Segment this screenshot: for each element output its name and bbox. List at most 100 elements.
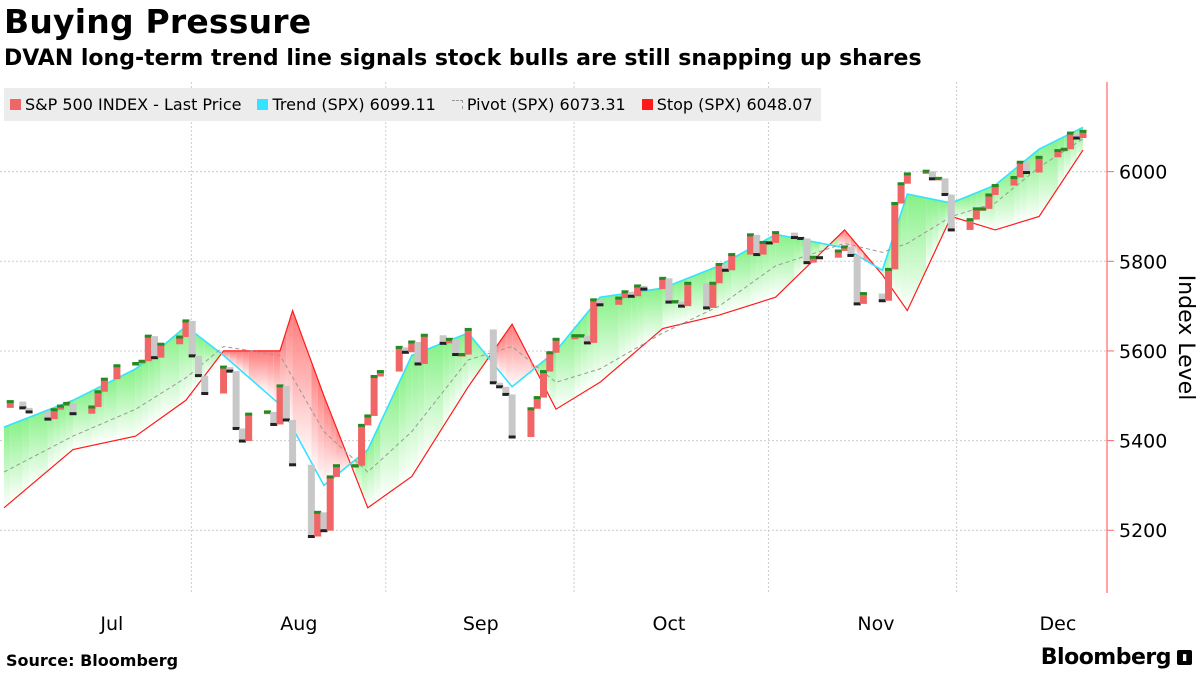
stop-swatch-icon (641, 99, 653, 110)
brand-name: Bloomberg (1040, 645, 1172, 670)
price-close-marker (226, 369, 234, 373)
price-bar-down (790, 232, 798, 238)
price-bar-down (151, 336, 159, 358)
legend-label-price: S&P 500 INDEX - Last Price (25, 95, 242, 114)
price-bar-down (194, 355, 202, 376)
price-close-marker (25, 410, 33, 414)
price-bar-down (496, 382, 504, 387)
trend-fill-area (4, 127, 1083, 508)
bear-band-segment (499, 333, 506, 380)
price-close-marker (922, 169, 930, 173)
bear-band-segment (505, 324, 513, 387)
price-close-marker (640, 287, 648, 291)
legend-label-stop: Stop (SPX) 6048.07 (656, 95, 813, 114)
price-bar-down (69, 403, 77, 414)
bull-band-segment (204, 340, 224, 376)
price-bar-up (1079, 131, 1087, 139)
chart-subtitle: DVAN long-term trend line signals stock … (4, 46, 922, 71)
bull-band-segment (907, 194, 927, 311)
x-tick-label: Jul (99, 613, 123, 635)
price-close-marker (571, 334, 579, 338)
price-close-marker (420, 333, 428, 337)
price-close-marker (715, 262, 723, 266)
price-close-marker (721, 268, 729, 272)
price-bar-up (809, 257, 817, 263)
price-bar-up (728, 254, 736, 271)
price-close-marker (621, 290, 629, 294)
price-bar-up (972, 208, 980, 220)
price-close-marker (458, 353, 466, 357)
price-bar-up (859, 293, 867, 304)
price-bar-up (527, 408, 535, 438)
price-close-marker (859, 292, 867, 296)
price-close-marker (577, 334, 585, 338)
price-bar-up (314, 512, 322, 537)
price-bar-up (834, 250, 842, 258)
price-bar-down (640, 285, 648, 290)
price-close-marker (659, 276, 667, 280)
price-close-marker (395, 345, 403, 349)
bull-band-segment (625, 292, 632, 361)
price-close-marker (809, 255, 817, 259)
bull-band-segment (411, 352, 419, 477)
price-close-marker (1060, 147, 1068, 151)
price-close-marker (891, 201, 899, 205)
bull-band-segment (901, 194, 908, 311)
bull-band-segment (926, 197, 933, 271)
price-close-marker (351, 464, 359, 468)
bear-band-segment (267, 350, 274, 400)
price-close-marker (502, 392, 510, 396)
price-close-marker (489, 381, 497, 385)
price-close-marker (634, 284, 642, 288)
bear-band-segment (311, 361, 318, 474)
price-bar-up (772, 232, 780, 243)
price-close-marker (935, 176, 943, 180)
price-bar-up (546, 352, 554, 372)
price-close-marker (747, 233, 755, 237)
bear-band-segment (236, 350, 243, 372)
bear-band-segment (242, 350, 249, 378)
price-close-marker (759, 240, 767, 244)
price-close-marker (320, 529, 328, 533)
price-close-marker (69, 412, 77, 416)
price-close-marker (627, 294, 635, 298)
price-bar-down (721, 264, 729, 271)
price-bar-up (1010, 177, 1018, 186)
price-close-marker (816, 256, 824, 260)
price-bar-down (753, 234, 761, 255)
price-chart: 5200 5400 5600 5800 6000 Jul Aug Sep Oct Nov Dec 20… (0, 82, 1198, 640)
price-close-marker (408, 340, 416, 344)
price-bar-down (282, 385, 290, 420)
bull-band-segment (574, 320, 582, 398)
price-close-marker (508, 435, 516, 439)
price-bar-down (489, 329, 497, 383)
bull-band-segment (116, 368, 136, 441)
price-bar-up (897, 183, 905, 204)
price-close-marker (138, 359, 146, 363)
price-bar-up (621, 291, 629, 299)
bull-band-segment (631, 291, 638, 356)
price-bar-down (320, 512, 328, 531)
price-bar-down (703, 283, 711, 308)
price-close-marker (966, 218, 974, 222)
price-bar-down (665, 278, 673, 303)
price-close-marker (326, 475, 334, 479)
price-close-marker (332, 464, 340, 468)
bull-band-segment (443, 340, 450, 427)
bull-band-segment (731, 248, 751, 312)
price-close-marker (439, 341, 447, 345)
price-bar-up (552, 339, 560, 353)
bull-band-segment (54, 405, 61, 466)
y-axis-label: Index Level (1173, 275, 1198, 401)
price-bar-up (903, 173, 911, 184)
legend-item-trend: Trend (SPX) 6099.11 (257, 95, 436, 114)
grid-lines (0, 82, 1107, 593)
price-close-marker (56, 404, 64, 408)
price-close-marker (847, 253, 855, 257)
legend-label-trend: Trend (SPX) 6099.11 (272, 95, 436, 114)
price-bar-up (634, 285, 642, 297)
price-close-marker (307, 535, 315, 539)
y-tick-label: 6000 (1119, 162, 1167, 184)
bull-band-segment (769, 234, 776, 300)
price-close-marker (364, 414, 372, 418)
